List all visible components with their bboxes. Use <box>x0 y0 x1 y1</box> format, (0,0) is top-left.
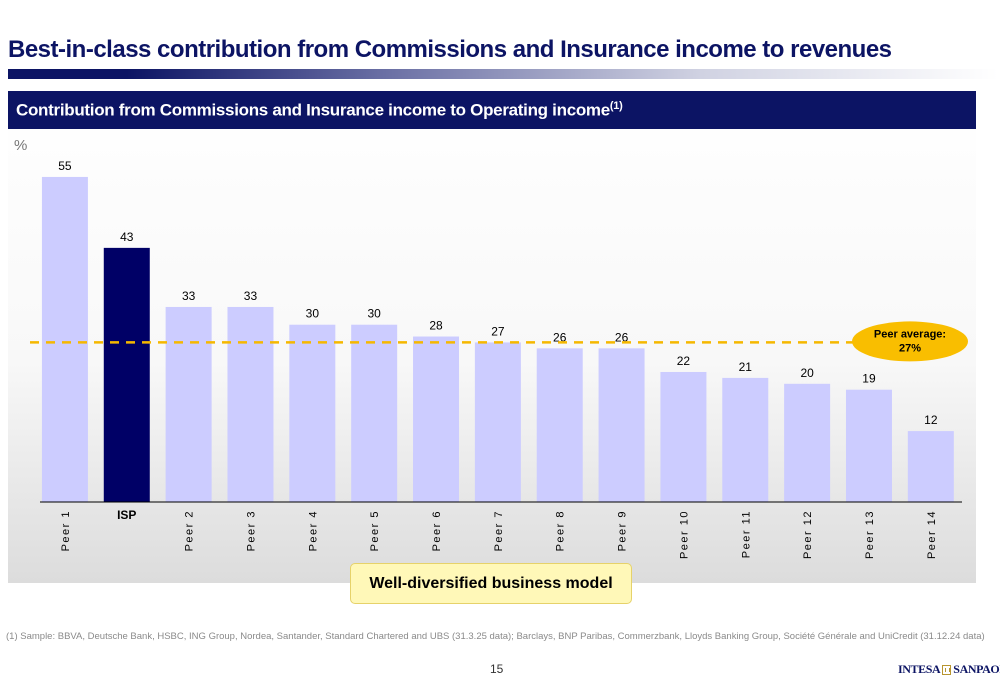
unit-label: % <box>14 137 28 154</box>
data-label: 28 <box>429 319 443 333</box>
data-label: 33 <box>244 289 258 303</box>
category-label: Peer 3 <box>245 510 257 551</box>
data-label: 26 <box>553 330 567 344</box>
data-label: 26 <box>615 330 629 344</box>
bar <box>227 306 274 502</box>
category-label: Peer 9 <box>617 510 629 551</box>
data-label: 43 <box>120 230 134 244</box>
page-number: 15 <box>490 662 504 676</box>
bar <box>474 342 521 502</box>
data-label: 22 <box>677 354 691 368</box>
bar <box>660 371 707 502</box>
data-label: 19 <box>862 372 876 386</box>
logo-emblem-icon <box>942 664 952 675</box>
title-rule <box>8 69 998 79</box>
bar <box>907 431 954 502</box>
category-label: Peer 14 <box>926 510 938 559</box>
logo-text-left: INTESA <box>898 662 941 676</box>
bar <box>784 383 831 502</box>
data-label: 30 <box>367 307 381 321</box>
bar <box>413 336 460 502</box>
category-label: Peer 10 <box>678 510 690 559</box>
page-title: Best-in-class contribution from Commissi… <box>8 36 892 63</box>
footnote: (1) Sample: BBVA, Deutsche Bank, HSBC, I… <box>6 631 985 642</box>
bar <box>103 247 150 502</box>
bar <box>289 324 336 502</box>
bar <box>536 348 583 502</box>
bar <box>845 389 892 502</box>
category-label: Peer 11 <box>740 510 752 558</box>
bar <box>351 324 398 502</box>
data-label: 33 <box>182 289 196 303</box>
data-label: 30 <box>306 307 320 321</box>
bar <box>41 176 88 502</box>
logo-text-right: SANPAOLO <box>953 662 1000 676</box>
peer-average-label: Peer average: <box>874 328 946 340</box>
category-label: Peer 12 <box>802 510 814 559</box>
data-label: 21 <box>739 360 753 374</box>
callout-box: Well-diversified business model <box>350 563 632 604</box>
category-label: Peer 8 <box>555 510 567 551</box>
category-label: Peer 1 <box>60 510 72 551</box>
category-label: ISP <box>117 508 136 522</box>
bar <box>598 348 645 502</box>
bar-chart: 55 Peer 1 43 ISP 33 Peer 2 33 Peer 3 30 Peer 4 30 P… <box>30 159 968 559</box>
category-label: Peer 6 <box>431 510 443 551</box>
data-label: 12 <box>924 413 938 427</box>
data-label: 20 <box>800 366 814 380</box>
callout-text: Well-diversified business model <box>369 574 613 592</box>
intesa-sanpaolo-logo: INTESA SANPAOLO <box>898 662 1000 677</box>
bar <box>165 306 212 502</box>
footnote-marker: (1) <box>609 100 623 112</box>
category-label: Peer 2 <box>184 510 196 551</box>
category-label: Peer 5 <box>369 510 381 551</box>
chart-panel-header: Contribution from Commissions and Insura… <box>8 91 976 129</box>
bar <box>722 377 769 502</box>
peer-average-value: 27% <box>899 342 921 354</box>
data-label: 27 <box>491 324 505 338</box>
peer-average-badge <box>852 321 968 362</box>
chart-panel-title: Contribution from Commissions and Insura… <box>16 100 610 120</box>
category-label: Peer 13 <box>864 510 876 559</box>
category-label: Peer 4 <box>307 510 319 551</box>
category-label: Peer 7 <box>493 510 505 551</box>
data-label: 55 <box>58 159 72 173</box>
